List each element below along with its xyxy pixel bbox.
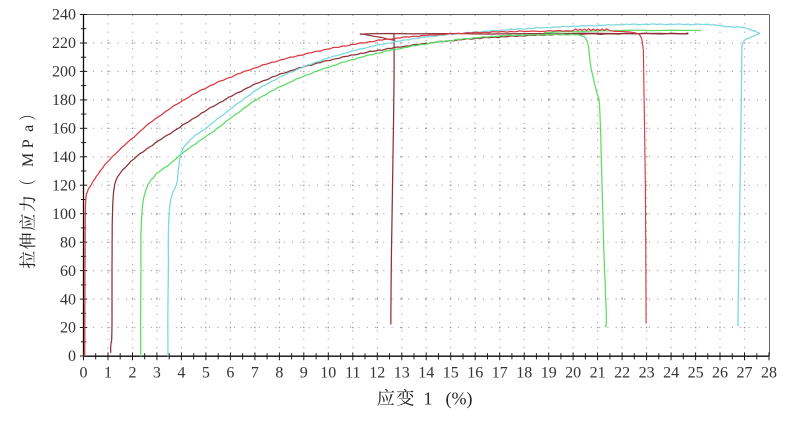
- svg-text:7: 7: [251, 365, 259, 382]
- svg-text:11: 11: [345, 365, 360, 382]
- svg-text:5: 5: [202, 365, 210, 382]
- svg-text:15: 15: [443, 365, 459, 382]
- svg-text:0: 0: [80, 365, 88, 382]
- svg-text:3: 3: [153, 365, 161, 382]
- svg-text:100: 100: [52, 206, 76, 223]
- svg-text:13: 13: [394, 365, 410, 382]
- svg-text:12: 12: [369, 365, 385, 382]
- svg-text:16: 16: [467, 365, 483, 382]
- svg-text:6: 6: [226, 365, 234, 382]
- svg-text:25: 25: [688, 365, 704, 382]
- svg-text:19: 19: [541, 365, 557, 382]
- svg-text:24: 24: [663, 365, 679, 382]
- svg-text:a: a: [20, 125, 37, 132]
- svg-text:40: 40: [60, 291, 76, 308]
- svg-text:140: 140: [52, 149, 76, 166]
- svg-text:26: 26: [712, 365, 728, 382]
- svg-text:22: 22: [614, 365, 630, 382]
- svg-text:4: 4: [177, 365, 185, 382]
- svg-text:80: 80: [60, 234, 76, 251]
- svg-text:17: 17: [492, 365, 508, 382]
- svg-text:120: 120: [52, 177, 76, 194]
- svg-text:20: 20: [565, 365, 581, 382]
- svg-text:60: 60: [60, 263, 76, 280]
- svg-text:1: 1: [104, 365, 112, 382]
- svg-text:20: 20: [60, 320, 76, 337]
- svg-text:1: 1: [424, 389, 433, 409]
- svg-text:M: M: [20, 153, 37, 167]
- svg-text:28: 28: [761, 365, 777, 382]
- svg-text:220: 220: [52, 35, 76, 52]
- svg-text:P: P: [20, 139, 37, 148]
- svg-text:14: 14: [418, 365, 434, 382]
- svg-text:23: 23: [639, 365, 655, 382]
- svg-text:200: 200: [52, 64, 76, 81]
- svg-text:21: 21: [590, 365, 606, 382]
- svg-text:240: 240: [52, 7, 76, 24]
- svg-text:0: 0: [68, 348, 76, 365]
- svg-text:(%): (%): [446, 389, 473, 410]
- svg-text:2: 2: [129, 365, 137, 382]
- svg-text:8: 8: [275, 365, 283, 382]
- svg-text:9: 9: [300, 365, 308, 382]
- svg-text:160: 160: [52, 121, 76, 138]
- svg-text:10: 10: [320, 365, 336, 382]
- svg-text:180: 180: [52, 92, 76, 109]
- svg-text:18: 18: [516, 365, 532, 382]
- svg-text:27: 27: [737, 365, 753, 382]
